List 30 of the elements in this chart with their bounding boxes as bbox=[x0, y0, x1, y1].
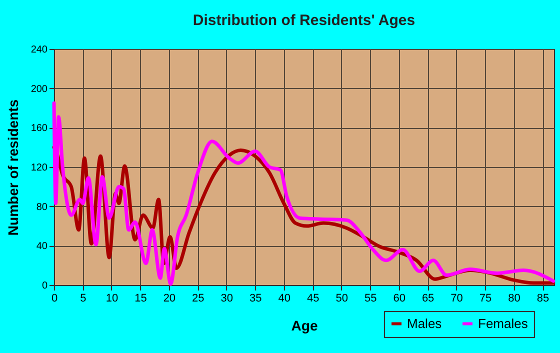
legend-label: Males bbox=[407, 316, 442, 331]
y-tick-label: 80 bbox=[36, 202, 48, 213]
x-tick-label: 65 bbox=[422, 292, 434, 304]
y-tick-label: 40 bbox=[36, 241, 48, 252]
x-tick-label: 60 bbox=[393, 292, 406, 304]
x-tick-label: 25 bbox=[192, 292, 204, 304]
x-tick-label: 75 bbox=[479, 292, 492, 304]
x-tick-label: 35 bbox=[250, 292, 262, 304]
y-tick-label: 240 bbox=[30, 44, 48, 56]
x-tick-label: 85 bbox=[536, 292, 550, 304]
x-tick-label: 10 bbox=[106, 292, 118, 304]
x-axis-title: Age bbox=[291, 318, 318, 334]
y-tick-label: 200 bbox=[30, 84, 48, 95]
x-tick-label: 80 bbox=[508, 292, 520, 304]
x-tick-label: 40 bbox=[278, 292, 291, 304]
x-tick-label: 30 bbox=[220, 292, 234, 304]
x-tick-label: 15 bbox=[134, 292, 147, 304]
x-tick-label: 45 bbox=[306, 292, 320, 304]
x-tick-label: 0 bbox=[51, 292, 58, 304]
y-tick-label: 120 bbox=[30, 162, 48, 174]
y-tick-label: 160 bbox=[30, 123, 48, 134]
x-tick-label: 20 bbox=[163, 292, 176, 304]
x-tick-label: 50 bbox=[336, 292, 348, 304]
y-axis-title: Number of residents bbox=[4, 99, 21, 236]
x-tick-label: 70 bbox=[450, 292, 463, 304]
legend-label: Females bbox=[478, 316, 528, 331]
x-tick-label: 5 bbox=[80, 292, 86, 304]
y-tick-label: 0 bbox=[42, 280, 48, 292]
chart-title: Distribution of Residents' Ages bbox=[192, 12, 416, 29]
x-tick-label: 55 bbox=[364, 292, 377, 304]
